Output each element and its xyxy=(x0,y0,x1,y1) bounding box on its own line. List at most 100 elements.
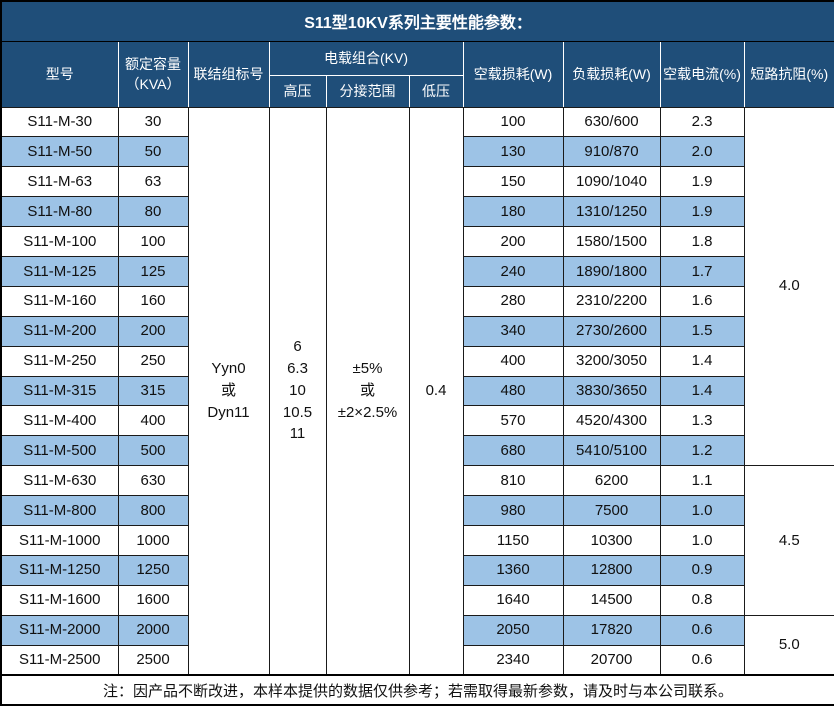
cell-no-load-current: 1.7 xyxy=(659,255,745,287)
col-header-load-loss: 负载损耗(W) xyxy=(562,40,661,108)
cell-load-loss: 1890/1800 xyxy=(562,255,661,287)
cell-capacity: 125 xyxy=(117,255,189,287)
cell-capacity: 63 xyxy=(117,166,189,198)
cell-no-load-current: 1.0 xyxy=(659,524,745,556)
cell-no-load-loss: 1640 xyxy=(462,584,564,616)
cell-capacity: 2000 xyxy=(117,614,189,646)
table-row: S11-M-630 630 810 6200 1.1 4.5 xyxy=(0,465,834,616)
cell-capacity: 800 xyxy=(117,495,189,526)
cell-no-load-loss: 400 xyxy=(462,345,564,377)
cell-no-load-current: 0.8 xyxy=(659,584,745,616)
cell-no-load-current: 1.5 xyxy=(659,315,745,347)
title-row: S11型10KV系列主要性能参数： xyxy=(1,1,834,42)
cell-capacity: 250 xyxy=(117,345,189,377)
col-header-no-load-current: 空载电流(%) xyxy=(659,40,745,108)
cell-capacity: 200 xyxy=(117,315,189,347)
table-row: S11-M-30 30 Yyn0 或 Dyn11 6 6.3 10 10.5 11 ±5… xyxy=(0,106,834,676)
cell-no-load-loss: 2340 xyxy=(462,644,564,676)
cell-load-loss: 5410/5100 xyxy=(562,435,661,467)
table-row: S11-M-2500 2500 2340 20700 0.6 xyxy=(0,644,834,676)
cell-load-loss: 2730/2600 xyxy=(562,315,661,347)
cell-no-load-current: 2.0 xyxy=(659,136,745,168)
cell-model: S11-M-2000 xyxy=(0,614,119,646)
table-row: S11-M-160 160 280 2310/2200 1.6 xyxy=(0,285,834,317)
col-header-hv: 高压 xyxy=(268,74,327,108)
cell-no-load-current: 1.3 xyxy=(659,405,745,437)
cell-load-loss: 1310/1250 xyxy=(562,196,661,228)
col-header-model: 型号 xyxy=(0,40,119,108)
cell-no-load-loss: 1360 xyxy=(462,554,564,586)
cell-no-load-current: 0.9 xyxy=(659,554,745,586)
cell-no-load-loss: 130 xyxy=(462,136,564,168)
cell-capacity: 160 xyxy=(117,285,189,317)
table-row: S11-M-1600 1600 1640 14500 0.8 xyxy=(0,584,834,616)
cell-no-load-loss: 200 xyxy=(462,226,564,257)
cell-model: S11-M-200 xyxy=(0,315,119,347)
cell-load-loss: 1090/1040 xyxy=(562,166,661,198)
cell-model: S11-M-50 xyxy=(0,136,119,168)
cell-load-loss: 17820 xyxy=(562,614,661,646)
cell-model: S11-M-315 xyxy=(0,375,119,407)
cell-load-loss: 7500 xyxy=(562,495,661,526)
table-row: S11-M-1250 1250 1360 12800 0.9 xyxy=(0,554,834,586)
col-header-capacity: 额定容量 （KVA） xyxy=(117,40,189,108)
cell-load-loss: 630/600 xyxy=(562,106,661,138)
cell-no-load-loss: 100 xyxy=(462,106,564,138)
cell-capacity: 500 xyxy=(117,435,189,467)
cell-model: S11-M-400 xyxy=(0,405,119,437)
cell-no-load-current: 1.9 xyxy=(659,196,745,228)
table-row: S11-M-400 400 570 4520/4300 1.3 xyxy=(0,405,834,437)
cell-load-loss: 1580/1500 xyxy=(562,226,661,257)
cell-model: S11-M-100 xyxy=(0,226,119,257)
cell-no-load-loss: 480 xyxy=(462,375,564,407)
cell-capacity: 2500 xyxy=(117,644,189,676)
cell-no-load-current: 1.1 xyxy=(659,465,745,497)
cell-lv-merged: 0.4 xyxy=(408,106,464,676)
table-row: S11-M-315 315 480 3830/3650 1.4 xyxy=(0,375,834,407)
cell-hv-merged: 6 6.3 10 10.5 11 xyxy=(268,106,327,676)
cell-no-load-loss: 180 xyxy=(462,196,564,228)
cell-load-loss: 20700 xyxy=(562,644,661,676)
cell-capacity: 400 xyxy=(117,405,189,437)
cell-load-loss: 3830/3650 xyxy=(562,375,661,407)
cell-no-load-loss: 570 xyxy=(462,405,564,437)
col-header-voltage-group: 电载组合(KV) xyxy=(268,40,464,76)
cell-model: S11-M-1250 xyxy=(0,554,119,586)
cell-impedance-merged: 4.5 xyxy=(743,465,834,616)
cell-no-load-current: 1.4 xyxy=(659,345,745,377)
cell-load-loss: 12800 xyxy=(562,554,661,586)
col-header-lv: 低压 xyxy=(408,74,464,108)
table-row: S11-M-2000 2000 2050 17820 0.6 5.0 xyxy=(0,614,834,676)
header-row-2: 高压 分接范围 低压 xyxy=(1,74,834,108)
cell-model: S11-M-160 xyxy=(0,285,119,317)
cell-capacity: 1000 xyxy=(117,524,189,556)
cell-load-loss: 14500 xyxy=(562,584,661,616)
page-title: S11型10KV系列主要性能参数： xyxy=(1,1,834,42)
cell-load-loss: 6200 xyxy=(562,465,661,497)
cell-load-loss: 3200/3050 xyxy=(562,345,661,377)
cell-capacity: 315 xyxy=(117,375,189,407)
cell-load-loss: 2310/2200 xyxy=(562,285,661,317)
col-header-tap-range: 分接范围 xyxy=(325,74,410,108)
table-row: S11-M-125 125 240 1890/1800 1.7 xyxy=(0,255,834,287)
cell-capacity: 50 xyxy=(117,136,189,168)
cell-model: S11-M-30 xyxy=(0,106,119,138)
col-header-connection: 联结组标号 xyxy=(187,40,270,108)
table-row: S11-M-100 100 200 1580/1500 1.8 xyxy=(0,226,834,257)
cell-model: S11-M-125 xyxy=(0,255,119,287)
cell-model: S11-M-800 xyxy=(0,495,119,526)
table-body: S11-M-30 30 Yyn0 或 Dyn11 6 6.3 10 10.5 11 ±5… xyxy=(0,106,834,676)
table-row: S11-M-63 63 150 1090/1040 1.9 xyxy=(0,166,834,198)
cell-no-load-loss: 810 xyxy=(462,465,564,497)
table-row: S11-M-800 800 980 7500 1.0 xyxy=(0,495,834,526)
cell-model: S11-M-1600 xyxy=(0,584,119,616)
cell-model: S11-M-250 xyxy=(0,345,119,377)
cell-no-load-current: 1.4 xyxy=(659,375,745,407)
table-row: S11-M-80 80 180 1310/1250 1.9 xyxy=(0,196,834,228)
cell-no-load-current: 1.2 xyxy=(659,435,745,467)
cell-load-loss: 910/870 xyxy=(562,136,661,168)
cell-no-load-current: 1.6 xyxy=(659,285,745,317)
cell-no-load-current: 1.9 xyxy=(659,166,745,198)
note-row: 注：因产品不断改进，本样本提供的数据仅供参考；若需取得最新参数，请及时与本公司联… xyxy=(1,674,834,705)
